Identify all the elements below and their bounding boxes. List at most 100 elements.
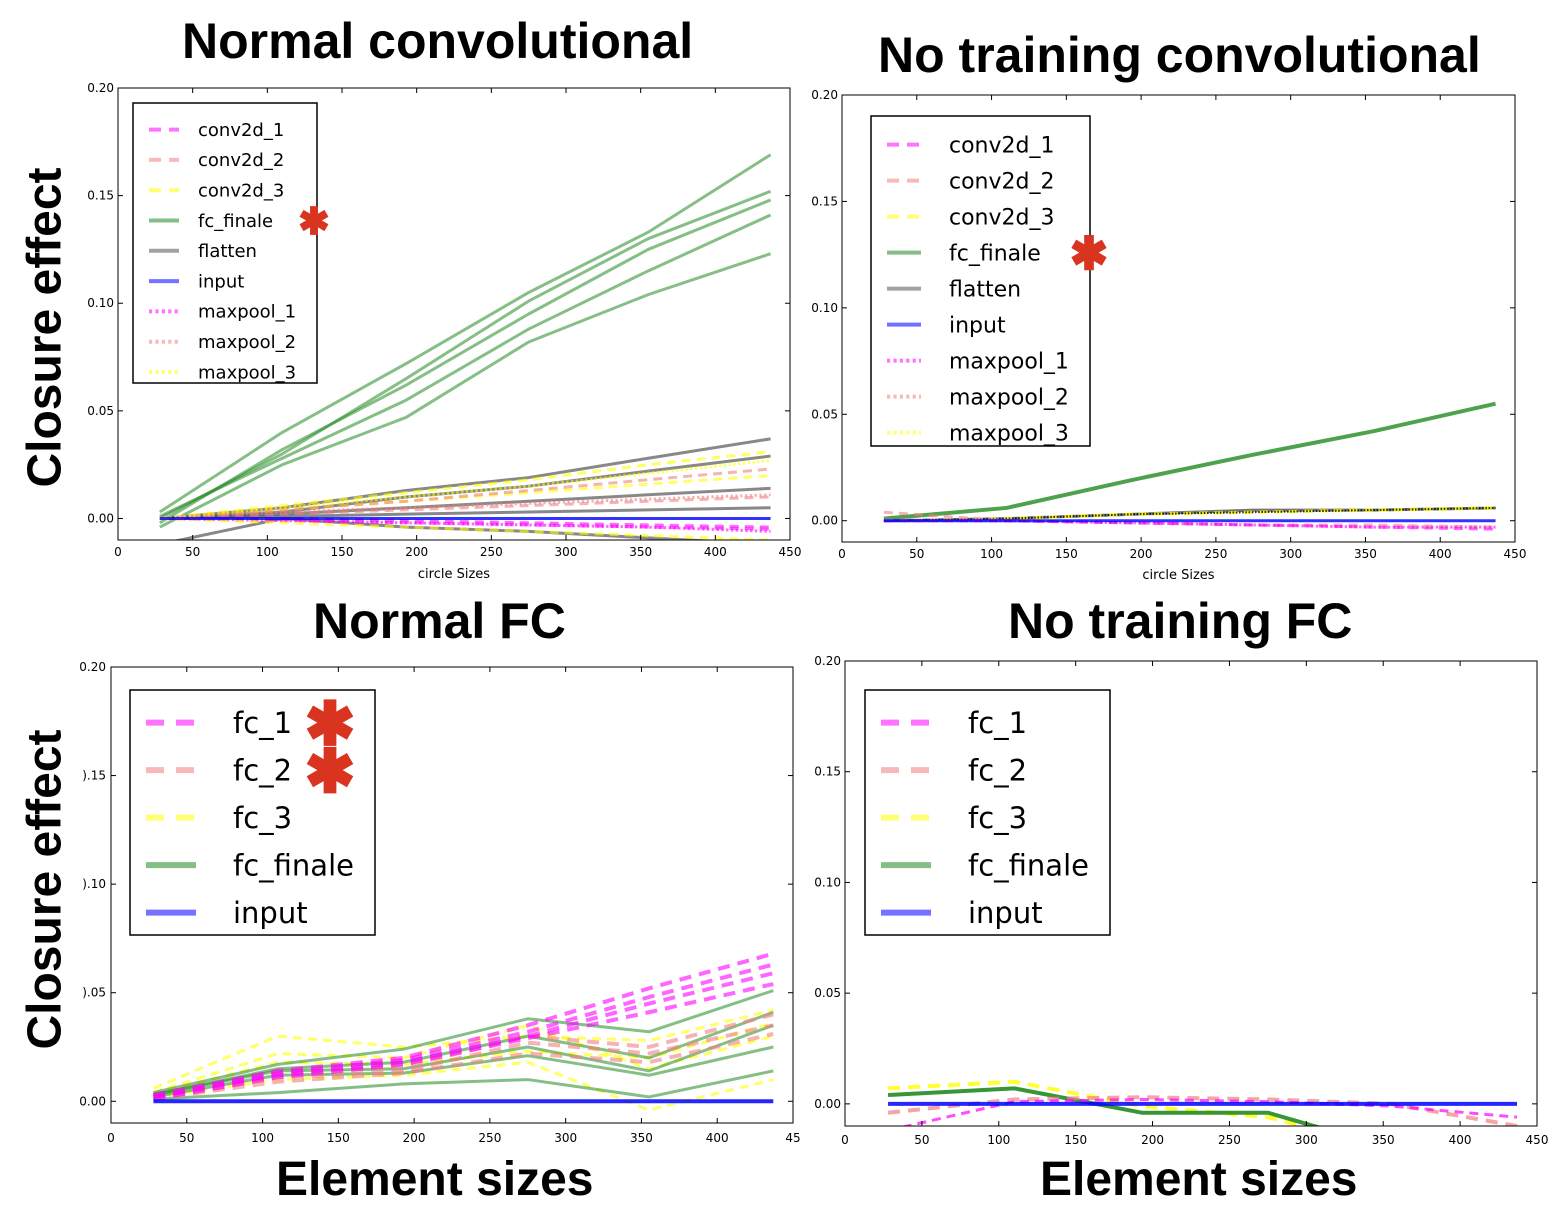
chart-title-no-training-fc: No training FC [1008,593,1353,649]
legend-label-input: input [968,896,1043,930]
series-line-maxpool-3 [883,506,1496,522]
y-tick-label: 0.15 [814,765,841,779]
series-line-conv2d-3 [159,450,771,520]
series-line-maxpool-3 [159,458,771,520]
series-group [883,401,1496,531]
legend-box [864,689,1111,936]
y-tick-label: 0.05 [811,407,838,421]
legend-label-fc-finale: fc_finale [949,241,1041,266]
y-tick-label: 0.15 [811,194,838,208]
legend-label-flatten: flatten [198,241,257,262]
x-tick-label: 300 [1279,547,1302,561]
x-tick-label: 0 [838,547,846,561]
x-tick-label: 350 [629,545,652,559]
x-tick-label: 150 [331,545,354,559]
legend-label-conv2d-3: conv2d_3 [198,181,284,202]
x-tick-label: 400 [1449,1133,1472,1147]
axes-frame [110,666,794,1124]
star-annotation-icon [306,746,354,794]
legend-label-input: input [198,271,244,292]
legend-label-fc-3: fc_3 [233,801,292,835]
series-line-conv2d-2 [159,467,771,520]
x-axis-label: circle Sizes [418,567,490,582]
x-tick-label: 300 [1295,1133,1318,1147]
x-axis-label-bottom-left: Element sizes [276,1153,594,1206]
x-tick-label: 100 [251,1131,274,1145]
y-tick-label: 0.00 [811,514,838,528]
x-tick-label: 250 [1204,547,1227,561]
series-line-fc-finale [153,1069,774,1101]
y-tick-label: 0.20 [814,654,841,668]
legend-label-conv2d-2: conv2d_2 [949,169,1054,194]
series-line-fc-finale [153,989,774,1095]
legend-label-fc-finale: fc_finale [198,211,273,232]
x-tick-label: 200 [1130,547,1153,561]
series-line-fc-finale [887,1086,1322,1126]
legend-label-fc-2: fc_2 [233,753,292,787]
series-line-fc-1 [153,971,774,1099]
series-line-conv2d-3 [159,516,771,540]
series-line-conv2d-2 [159,495,771,520]
x-tick-label: 50 [914,1133,929,1147]
x-tick-label: 100 [980,547,1003,561]
legend-label-conv2d-1: conv2d_1 [198,120,284,141]
x-tick-label: 200 [405,545,428,559]
y-tick-label: ).10 [82,877,106,891]
x-tick-label: 400 [706,1131,729,1145]
series-line-fc-3 [887,1079,1312,1126]
x-tick-label: 450 [1526,1133,1549,1147]
y-tick-label: 0.15 [87,189,114,203]
x-tick-label: 0 [107,1131,115,1145]
panel-0: 0 50 100 150 200 250 300 350 400 450 0.00 0.05 0.10 0… [87,81,801,582]
series-line-fc-1 [900,1097,1518,1126]
series-line-fc-finale [158,153,772,514]
x-tick-label: 150 [1055,547,1078,561]
series-line-fc-3 [152,1023,774,1095]
x-tick-label: 350 [1372,1133,1395,1147]
star-annotation-icon [1071,235,1107,271]
series-line-fc-finale [159,198,772,525]
series-group [887,1079,1518,1126]
y-tick-label: 0.00 [814,1097,841,1111]
series-line-maxpool-1 [159,516,771,533]
axes-frame [117,87,791,541]
x-tick-label: 450 [1504,547,1527,561]
y-tick-label: 0.20 [87,81,114,95]
y-tick-label: 0.10 [811,301,838,315]
chart-title-no-training-conv: No training convolutional [878,27,1481,83]
panel-2: 0 50 100 150 200 250 300 350 400 45 0.00).05).10).… [79,660,800,1145]
legend: conv2d_1 conv2d_2 conv2d_3 fc_finaleflatten… [132,102,318,384]
x-tick-label: 0 [114,545,122,559]
legend-box [129,689,376,936]
y-tick-label: ).05 [82,986,106,1000]
series-line-flatten [159,506,771,520]
legend-label-fc-finale: fc_finale [233,848,354,882]
series-line-fc-finale [159,252,772,529]
legend-label-conv2d-1: conv2d_1 [949,133,1054,158]
x-tick-label: 300 [554,1131,577,1145]
series-line-fc-1 [153,951,774,1097]
x-tick-label: 50 [185,545,200,559]
legend-label-input: input [949,313,1006,338]
series-line-fc-2 [153,1032,774,1102]
legend-label-maxpool-3: maxpool_3 [949,421,1069,446]
star-annotation-icon [299,206,329,235]
series-group [152,951,774,1112]
x-tick-label: 400 [704,545,727,559]
x-tick-label: 200 [1141,1133,1164,1147]
x-tick-label: 250 [1218,1133,1241,1147]
series-line-fc-1 [153,982,774,1102]
legend-label-conv2d-2: conv2d_2 [198,150,284,171]
series-line-fc-finale [159,213,772,518]
x-tick-label: 50 [909,547,924,561]
x-tick-label: 200 [403,1131,426,1145]
legend-label-conv2d-3: conv2d_3 [949,205,1054,230]
legend-label-flatten: flatten [949,277,1021,302]
legend-label-fc-2: fc_2 [968,753,1027,787]
series-line-fc-finale [883,401,1496,521]
series-line-maxpool-2 [159,493,771,520]
y-tick-label: 0.10 [87,296,114,310]
legend-label-fc-1: fc_1 [968,706,1027,740]
